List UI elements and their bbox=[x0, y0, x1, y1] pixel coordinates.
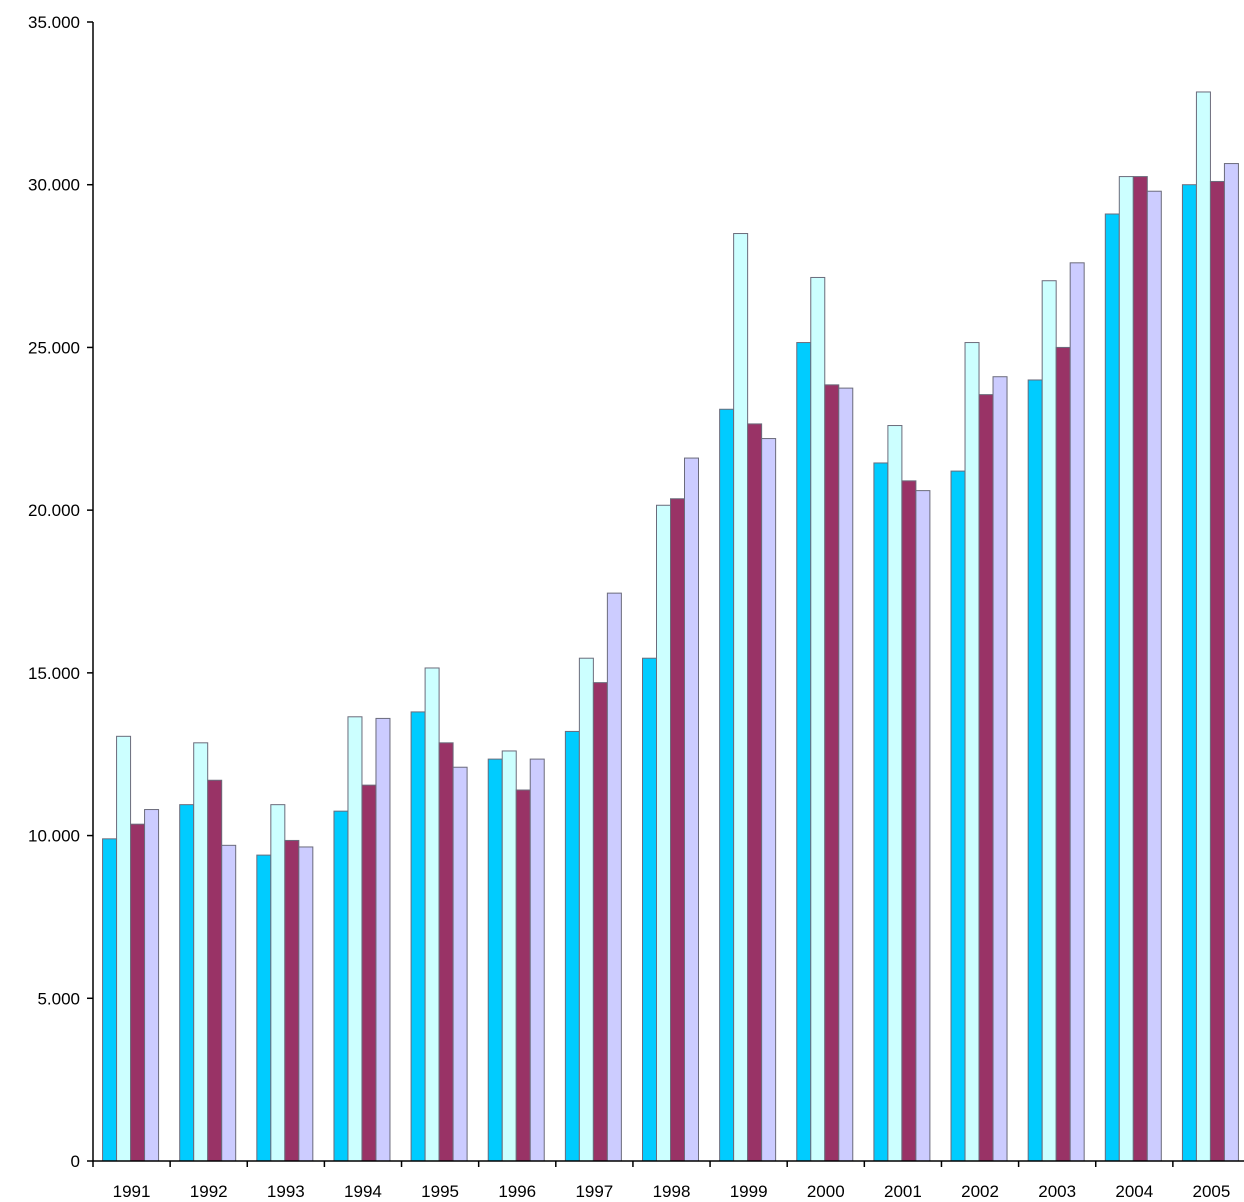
bar-1996-series-2 bbox=[501, 750, 517, 1162]
x-tick-label: 2002 bbox=[961, 1182, 999, 1201]
bar-1997-series-1 bbox=[564, 730, 580, 1162]
bar-2001-series-4 bbox=[915, 490, 931, 1162]
bar-1998-series-2 bbox=[656, 504, 671, 1162]
bar-2003-series-4 bbox=[1069, 262, 1085, 1162]
bar-1999-series-2 bbox=[733, 233, 749, 1162]
x-tick-label: 1998 bbox=[653, 1182, 691, 1201]
x-tick-label: 1992 bbox=[190, 1182, 228, 1201]
x-tick-label: 1993 bbox=[267, 1182, 305, 1201]
bar-1993-series-1 bbox=[256, 854, 272, 1162]
bar-2005-series-1 bbox=[1181, 184, 1197, 1162]
bar-2001-series-2 bbox=[887, 425, 903, 1162]
bar-1994-series-4 bbox=[375, 717, 391, 1162]
bar-2004-series-3 bbox=[1132, 176, 1148, 1162]
bar-1991-series-4 bbox=[144, 809, 160, 1162]
x-tick-label: 2004 bbox=[1115, 1182, 1153, 1201]
bar-1991-series-3 bbox=[130, 823, 146, 1162]
bar-2004-series-1 bbox=[1104, 213, 1120, 1162]
bar-1998-series-4 bbox=[684, 457, 699, 1162]
y-tick-label: 30.000 bbox=[28, 176, 80, 195]
bar-1992-series-3 bbox=[207, 779, 223, 1162]
bar-1999-series-4 bbox=[761, 438, 777, 1162]
bar-2003-series-2 bbox=[1041, 280, 1057, 1162]
bar-1999-series-3 bbox=[747, 423, 763, 1162]
bar-2002-series-2 bbox=[964, 342, 980, 1162]
bar-2002-series-4 bbox=[992, 376, 1008, 1162]
bar-2000-series-3 bbox=[824, 384, 840, 1162]
bar-1996-series-3 bbox=[515, 789, 531, 1162]
bar-1994-series-1 bbox=[333, 810, 349, 1162]
bar-2005-series-3 bbox=[1209, 180, 1225, 1162]
bars-group bbox=[102, 91, 1239, 1162]
bar-2000-series-2 bbox=[810, 276, 826, 1162]
bar-1994-series-3 bbox=[361, 784, 377, 1162]
bar-1991-series-2 bbox=[116, 735, 132, 1162]
bar-2004-series-4 bbox=[1146, 190, 1162, 1162]
y-axis-ticks: 0 5.000 10.000 15.000 20.000 25.000 30.000 35.0… bbox=[28, 13, 93, 1171]
bar-1996-series-4 bbox=[529, 758, 545, 1162]
y-tick-label: 15.000 bbox=[28, 664, 80, 683]
bar-1992-series-4 bbox=[221, 844, 237, 1162]
bar-1995-series-4 bbox=[452, 766, 468, 1162]
bar-1993-series-3 bbox=[284, 839, 300, 1162]
bar-1995-series-1 bbox=[410, 711, 426, 1162]
y-tick-label: 35.000 bbox=[28, 13, 80, 32]
x-tick-label: 2001 bbox=[884, 1182, 922, 1201]
bar-2001-series-3 bbox=[901, 480, 917, 1162]
x-tick-label: 1994 bbox=[344, 1182, 382, 1201]
bar-1995-series-2 bbox=[424, 667, 440, 1162]
bar-2004-series-2 bbox=[1118, 176, 1134, 1162]
y-tick-label: 0 bbox=[71, 1152, 80, 1171]
x-tick-label: 1999 bbox=[730, 1182, 768, 1201]
bar-2003-series-1 bbox=[1027, 379, 1043, 1162]
bar-2001-series-1 bbox=[873, 462, 889, 1162]
bar-1995-series-3 bbox=[438, 742, 454, 1162]
bar-1997-series-2 bbox=[578, 657, 594, 1162]
bar-2002-series-1 bbox=[950, 470, 966, 1162]
x-tick-label: 1995 bbox=[421, 1182, 459, 1201]
bar-1992-series-1 bbox=[179, 804, 195, 1162]
bar-1994-series-2 bbox=[347, 716, 363, 1162]
bar-1997-series-4 bbox=[606, 592, 622, 1162]
bar-1992-series-2 bbox=[193, 742, 209, 1162]
y-tick-label: 10.000 bbox=[28, 827, 80, 846]
bar-1997-series-3 bbox=[592, 682, 608, 1162]
bar-2005-series-2 bbox=[1195, 91, 1211, 1162]
x-tick-label: 2003 bbox=[1038, 1182, 1076, 1201]
bar-2000-series-4 bbox=[838, 387, 854, 1162]
x-tick-label: 1991 bbox=[113, 1182, 151, 1201]
bar-2000-series-1 bbox=[796, 342, 812, 1162]
bar-2005-series-4 bbox=[1223, 163, 1239, 1162]
bar-2002-series-3 bbox=[978, 394, 994, 1162]
bar-1998-series-3 bbox=[670, 498, 685, 1162]
bar-1993-series-4 bbox=[298, 846, 314, 1162]
bar-2003-series-3 bbox=[1055, 346, 1071, 1162]
x-tick-label: 1996 bbox=[498, 1182, 536, 1201]
bar-1998-series-1 bbox=[642, 657, 657, 1162]
y-tick-label: 20.000 bbox=[28, 501, 80, 520]
y-tick-label: 25.000 bbox=[28, 338, 80, 357]
x-tick-label: 2005 bbox=[1193, 1182, 1231, 1201]
x-tick-label: 2000 bbox=[807, 1182, 845, 1201]
x-axis-ticks: 1991 1992 1993 1994 1995 1996 1997 1998 1999 2000… bbox=[92, 1161, 1231, 1201]
x-tick-label: 1997 bbox=[575, 1182, 613, 1201]
bar-1996-series-1 bbox=[487, 758, 503, 1162]
bar-1993-series-2 bbox=[270, 804, 286, 1162]
bar-1991-series-1 bbox=[102, 838, 118, 1162]
bar-1999-series-1 bbox=[719, 408, 735, 1162]
y-tick-label: 5.000 bbox=[37, 989, 80, 1008]
